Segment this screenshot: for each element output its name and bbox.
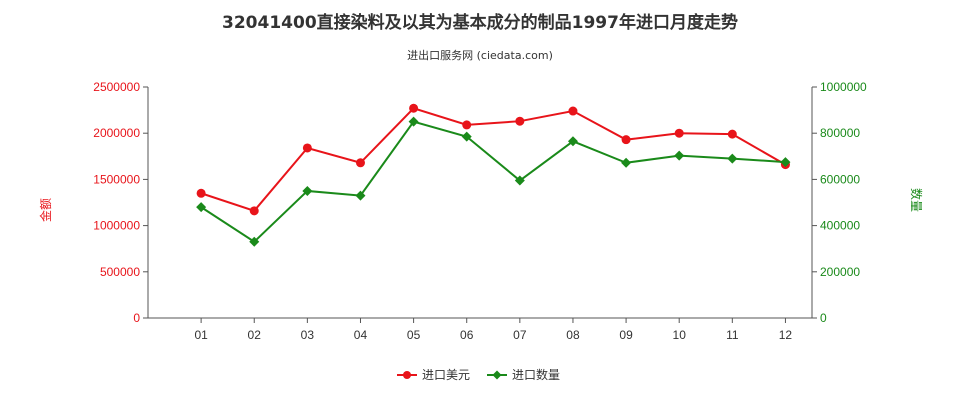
series-layer [196, 103, 791, 247]
series-2-point [780, 157, 791, 168]
series-1-point [621, 135, 631, 145]
series-2-point [674, 150, 685, 161]
series-1-point [409, 103, 419, 113]
axes-layer: 0 500000 1000000 1500000 2000000 2500000 0 2000… [38, 80, 924, 342]
legend-label: 进口美元 [422, 368, 470, 382]
right-tick-label: 400000 [820, 219, 860, 233]
series-1-point [674, 128, 684, 138]
series-2-point [302, 185, 313, 196]
series-2-point [355, 190, 366, 201]
series-1-point [515, 116, 525, 126]
series-2-point [196, 202, 207, 213]
chart-subtitle: 进出口服务网 (ciedata.com) [407, 49, 553, 62]
left-tick-label: 0 [133, 311, 140, 325]
left-tick-label: 500000 [100, 265, 140, 279]
right-tick-label: 200000 [820, 265, 860, 279]
legend-swatch-marker [492, 370, 502, 380]
legend-item-2: 进口数量 [487, 367, 560, 382]
series-line-1 [200, 107, 786, 212]
series-1-point [302, 143, 312, 153]
right-tick-label: 0 [820, 311, 827, 325]
chart-title: 32041400直接染料及以其为基本成分的制品1997年进口月度走势 [222, 13, 738, 33]
right-tick-label: 800000 [820, 126, 860, 140]
left-axis-title: 金额 [38, 198, 53, 222]
series-1-point [355, 158, 365, 168]
series-2-point [408, 116, 419, 127]
x-tick-label: 08 [566, 328, 580, 342]
series-2-point [461, 131, 472, 142]
x-tick-label: 01 [194, 328, 208, 342]
right-axis-title: 数量 [909, 188, 924, 212]
x-tick-label: 05 [407, 328, 421, 342]
series-1-point [727, 129, 737, 139]
series-2-point [249, 236, 260, 247]
x-tick-label: 04 [354, 328, 368, 342]
series-2-point [727, 153, 738, 164]
left-tick-label: 2500000 [93, 80, 140, 94]
series-2-point [567, 136, 578, 147]
x-tick-label: 11 [726, 328, 739, 342]
right-tick-label: 1000000 [820, 80, 867, 94]
x-tick-label: 03 [301, 328, 315, 342]
x-tick-label: 12 [779, 328, 793, 342]
right-tick-label: 600000 [820, 172, 860, 186]
x-tick-label: 06 [460, 328, 474, 342]
left-tick-label: 1000000 [93, 219, 140, 233]
series-1-point [249, 206, 259, 216]
legend-item-1: 进口美元 [397, 368, 470, 382]
left-tick-label: 2000000 [93, 126, 140, 140]
left-tick-label: 1500000 [93, 172, 140, 186]
legend-swatch-marker [403, 371, 411, 379]
x-tick-label: 07 [513, 328, 527, 342]
series-2-point [621, 157, 632, 168]
series-2-point [514, 175, 525, 186]
legend-label: 进口数量 [512, 367, 560, 382]
series-1-point [568, 106, 578, 116]
x-tick-label: 09 [619, 328, 633, 342]
series-1-point [462, 120, 472, 130]
legend: 进口美元 进口数量 [397, 367, 560, 382]
series-1-point [196, 188, 206, 198]
x-tick-label: 10 [673, 328, 687, 342]
x-tick-label: 02 [248, 328, 262, 342]
series-line-2 [200, 120, 786, 244]
